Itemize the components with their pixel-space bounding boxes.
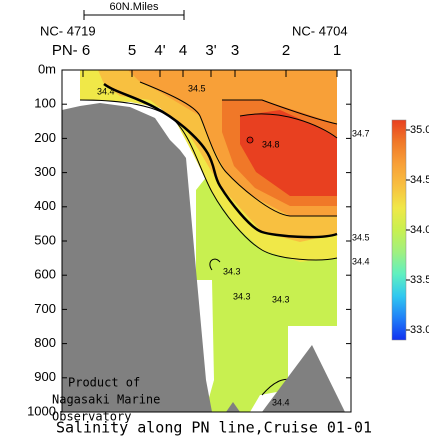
colorbar <box>391 119 407 341</box>
max-marker <box>246 136 254 144</box>
y-tick-label: 900 <box>34 369 56 384</box>
section-end: NC- 4704 <box>292 23 348 38</box>
y-tick-label: 600 <box>34 267 56 282</box>
station-label: 2 <box>282 42 290 59</box>
station-label: 4' <box>154 42 165 59</box>
contour-label: 34.3 <box>223 266 241 276</box>
station-label: 3 <box>231 42 239 59</box>
field <box>62 70 351 412</box>
field-region <box>240 110 337 196</box>
credit: Product of <box>68 376 140 390</box>
y-tick-label: 0m <box>38 61 56 76</box>
contour-line <box>239 113 338 139</box>
station-label: 4 <box>179 42 187 59</box>
y-tick-label: 500 <box>34 232 56 247</box>
y-tick-label: 700 <box>34 301 56 316</box>
contour-label: 34.3 <box>272 294 290 304</box>
station-label: 5 <box>128 42 136 59</box>
station-label: 3' <box>205 42 216 59</box>
scale-label: 60N.Miles <box>110 1 159 13</box>
contour-label: 34.4 <box>352 256 370 266</box>
y-tick-label: 400 <box>34 198 56 213</box>
contour-line <box>103 82 338 239</box>
y-tick-label: 1000 <box>27 403 56 418</box>
y-tick-label: 300 <box>34 164 56 179</box>
contour-line <box>222 99 338 125</box>
y-tick-label: 800 <box>34 335 56 350</box>
contour-line <box>139 81 337 217</box>
station-label: 1 <box>333 42 341 59</box>
y-tick-label: 100 <box>34 96 56 111</box>
topography <box>226 402 240 412</box>
colorbar-tick-label: 33.5 <box>410 274 429 286</box>
contour-label: 34.7 <box>352 128 370 138</box>
contour-label: 34.3 <box>233 291 251 301</box>
no-data <box>337 70 351 412</box>
contour-label: 34.5 <box>352 232 370 242</box>
chart-title: Salinity along PN line,Cruise 01-01 <box>56 419 372 437</box>
credit: Observatory <box>52 410 131 424</box>
contour-label: 34.4 <box>97 86 115 96</box>
section-start: NC- 4719 <box>40 23 96 38</box>
colorbar-tick-label: 35.0 <box>410 124 429 136</box>
contour-label: 34.4 <box>272 397 290 407</box>
contour-line <box>79 99 338 261</box>
contour-label: 34.8 <box>262 139 280 149</box>
colorbar-tick-label: 34.0 <box>410 224 429 236</box>
topography <box>262 345 345 412</box>
station-label: PN- 6 <box>52 42 90 59</box>
credit: Nagasaki Marine <box>52 393 160 407</box>
contour-label: 34.5 <box>188 83 206 93</box>
colorbar-tick-label: 33.0 <box>410 324 429 336</box>
y-tick-label: 200 <box>34 130 56 145</box>
colorbar-tick-label: 34.5 <box>410 174 429 186</box>
topography <box>62 103 212 412</box>
